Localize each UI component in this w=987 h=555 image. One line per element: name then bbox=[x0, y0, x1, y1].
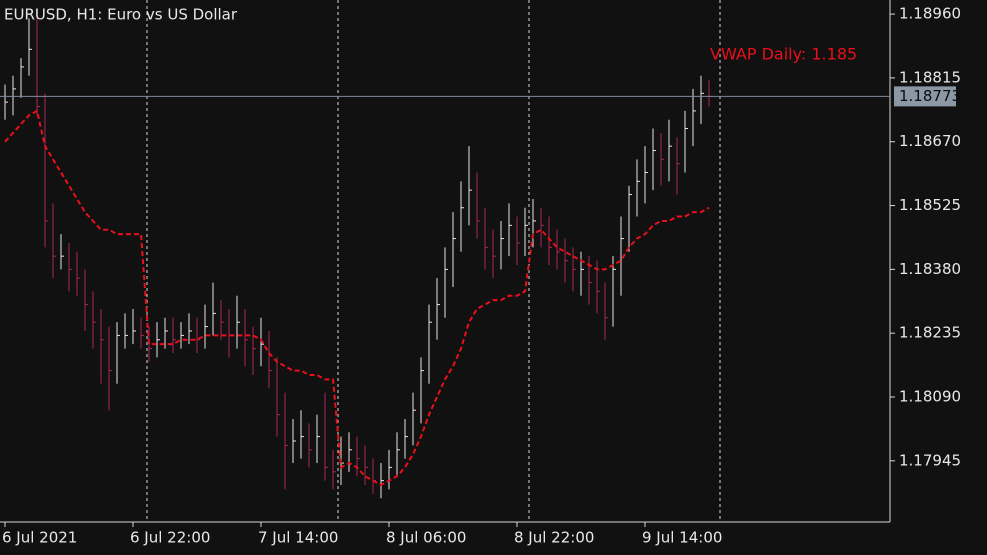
chart-title: EURUSD, H1: Euro vs US Dollar bbox=[4, 6, 238, 24]
x-tick-label: 6 Jul 22:00 bbox=[130, 529, 210, 547]
y-tick-label: 1.17945 bbox=[899, 451, 961, 469]
y-tick-label: 1.18815 bbox=[899, 68, 961, 86]
y-tick-label: 1.18090 bbox=[899, 388, 961, 406]
y-tick-label: 1.18525 bbox=[899, 196, 961, 214]
y-tick-label: 1.18670 bbox=[899, 132, 961, 150]
x-tick-label: 8 Jul 22:00 bbox=[514, 529, 594, 547]
plot-area: VWAP Daily: 1.185 bbox=[4, 14, 857, 499]
last-price-box bbox=[894, 86, 956, 107]
y-tick-label: 1.18960 bbox=[899, 5, 961, 23]
y-tick-label: 1.18380 bbox=[899, 260, 961, 278]
x-tick-label: 6 Jul 2021 bbox=[2, 529, 77, 547]
x-tick-label: 7 Jul 14:00 bbox=[258, 529, 338, 547]
x-tick-label: 9 Jul 14:00 bbox=[642, 529, 722, 547]
vwap-line bbox=[4, 109, 710, 487]
last-price-label: 1.18773 bbox=[899, 87, 961, 105]
y-tick-label: 1.18235 bbox=[899, 324, 961, 342]
x-tick-label: 8 Jul 06:00 bbox=[386, 529, 466, 547]
vwap-annotation: VWAP Daily: 1.185 bbox=[710, 45, 857, 64]
